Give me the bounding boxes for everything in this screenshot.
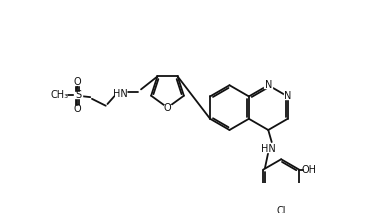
Bar [304, 167, 314, 173]
Text: CH₃: CH₃ [50, 90, 68, 100]
Text: N: N [284, 91, 291, 101]
Text: HN: HN [261, 144, 276, 154]
Bar [52, 92, 66, 98]
Text: O: O [74, 104, 81, 114]
Bar [284, 92, 291, 99]
Bar [115, 90, 126, 97]
Bar [264, 82, 272, 88]
Text: S: S [75, 90, 81, 100]
Text: N: N [265, 80, 272, 90]
Text: O: O [164, 103, 171, 113]
Bar [74, 92, 82, 98]
Text: HN: HN [113, 89, 128, 99]
Text: O: O [74, 77, 81, 87]
Bar [74, 106, 81, 112]
Bar [164, 105, 171, 111]
Bar [276, 208, 286, 213]
Bar [261, 145, 272, 152]
Bar [74, 79, 81, 85]
Text: OH: OH [302, 165, 317, 175]
Text: Cl: Cl [276, 206, 286, 213]
